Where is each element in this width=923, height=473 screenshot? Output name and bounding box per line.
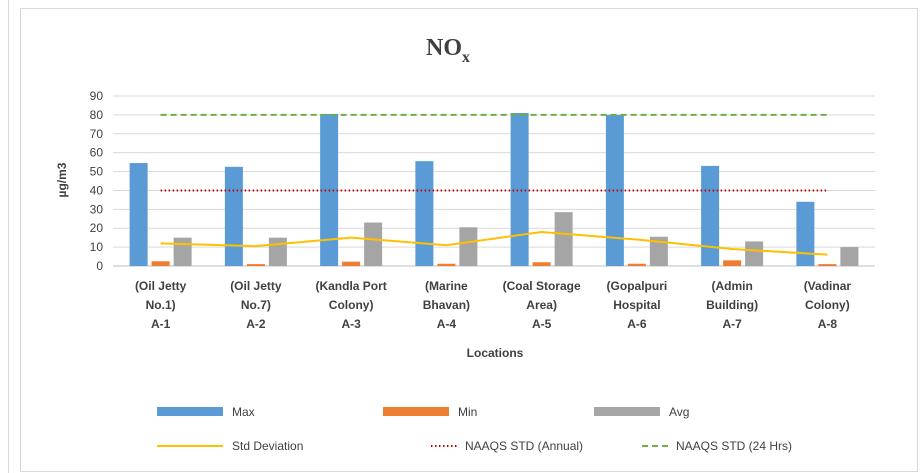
category-label: (Oil Jetty No.7) A-2 — [230, 279, 282, 331]
y-tick-label: 80 — [90, 108, 104, 122]
legend-label: NAAQS STD (Annual) — [465, 439, 583, 453]
y-tick-label: 60 — [90, 146, 104, 160]
chart-title-main: NO — [426, 35, 462, 61]
bar-min — [627, 263, 646, 266]
bar-avg — [649, 236, 668, 266]
bar-avg — [173, 237, 192, 266]
bar-max — [605, 114, 624, 266]
bar-avg — [459, 227, 478, 266]
legend-label: Min — [458, 405, 477, 419]
y-tick-label: 30 — [90, 202, 104, 216]
legend-label: Avg — [669, 405, 689, 419]
bar-min — [151, 261, 170, 266]
bar-max — [224, 166, 243, 266]
chart-title: NOx — [426, 35, 470, 66]
chart-title-subscript: x — [462, 49, 470, 66]
bar-avg — [268, 237, 287, 266]
bar-max — [129, 163, 148, 266]
category-label: (Kandla Port Colony) A-3 — [315, 279, 386, 331]
bar-min — [723, 260, 742, 266]
bar-min — [246, 264, 265, 266]
page-divider — [8, 0, 9, 473]
y-tick-label: 40 — [90, 183, 104, 197]
bar-min — [437, 263, 456, 266]
legend-swatch — [157, 407, 223, 416]
bar-min — [342, 261, 361, 266]
legend-swatch — [594, 407, 660, 416]
bar-min — [818, 264, 837, 266]
y-tick-label: 50 — [90, 165, 104, 179]
bar-avg — [364, 222, 383, 266]
category-label: (Vadinar Colony) A-8 — [804, 279, 852, 331]
category-label: (Oil Jetty No.1) A-1 — [135, 279, 187, 331]
y-tick-label: 70 — [90, 127, 104, 141]
x-axis-title: Locations — [467, 346, 524, 360]
legend-label: Max — [232, 405, 255, 419]
category-label: (Gopalpuri Hospital A-6 — [607, 279, 668, 331]
y-tick-label: 10 — [90, 240, 104, 254]
legend-label: NAAQS STD (24 Hrs) — [676, 439, 792, 453]
line-std-deviation — [160, 230, 828, 256]
bar-max — [701, 165, 720, 266]
lines — [160, 113, 828, 256]
bar-avg — [840, 247, 859, 266]
y-axis-ticks: 0 10 20 30 40 50 60 70 80 90 — [90, 89, 104, 273]
y-tick-label: 0 — [96, 259, 103, 273]
category-label: (Admin Building) A-7 — [706, 279, 758, 331]
y-axis-title: µg/m3 — [55, 162, 69, 197]
y-tick-label: 90 — [90, 89, 104, 103]
legend-swatch — [383, 407, 449, 416]
bar-avg — [554, 212, 573, 266]
bar-max — [415, 161, 434, 266]
bar-min — [532, 262, 551, 266]
bar-max — [796, 201, 815, 266]
bar-max — [510, 113, 529, 266]
y-tick-label: 20 — [90, 221, 104, 235]
legend-label: Std Deviation — [232, 439, 303, 453]
bar-avg — [745, 241, 764, 266]
legend: Max Min Avg Std Deviation NAAQS STD (Annual)… — [157, 405, 792, 453]
category-label: (Marine Bhavan) A-4 — [423, 279, 470, 331]
category-label: (Coal Storage Area) A-5 — [503, 279, 581, 331]
x-axis-categories: (Oil Jetty No.1) A-1 (Oil Jetty No.7) A-2 (Kan… — [135, 279, 851, 331]
